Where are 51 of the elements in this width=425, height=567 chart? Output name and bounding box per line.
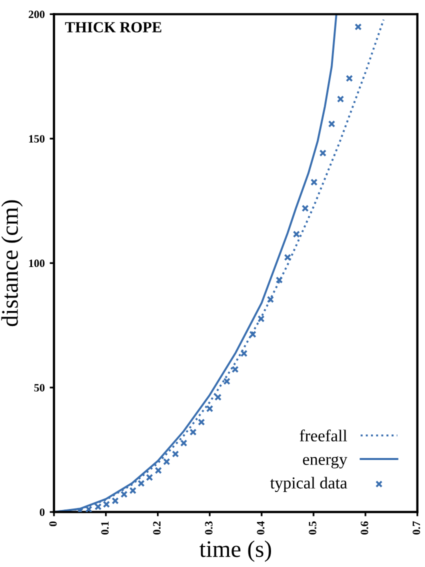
point [249,330,256,338]
legend-label: typical data [270,476,348,492]
point [129,487,136,494]
point [240,350,248,358]
point [258,315,265,322]
point [190,428,197,436]
point [346,74,353,82]
y-tick-label: 150 [29,135,45,143]
point [120,490,128,498]
point [163,458,170,466]
point [102,500,110,508]
point [206,405,214,412]
point [85,506,92,512]
x-tick-label: 0.1 [101,522,109,534]
point [266,296,274,304]
y-tick-label: 50 [34,384,45,392]
point [172,450,180,458]
point [214,394,222,401]
point [328,120,336,128]
x-axis-title: time (s) [200,540,272,562]
point [336,95,344,103]
point [310,178,318,186]
point [232,366,239,373]
x-tick-label: 0.6 [360,521,368,534]
point [292,230,300,238]
x-tick-label: 0.3 [204,521,213,534]
point [112,497,119,504]
point [284,254,292,261]
chart-title: THICK ROPE [65,22,162,32]
x-tick-label: 0.2 [153,522,161,534]
point [146,474,154,481]
y-tick-label: 200 [28,10,45,18]
point [302,204,309,212]
point [154,466,162,474]
x-tick-label: 0.4 [256,521,264,534]
x-tick-label: 0.7 [412,521,420,534]
point [223,378,230,385]
point [319,149,326,157]
point [354,23,362,30]
legend-label: energy [302,456,348,468]
point [180,439,188,447]
x-tick-label: 0.5 [308,521,316,534]
point [276,276,283,284]
y-axis-title: distance (cm) [1,200,23,326]
y-tick-label: 100 [29,260,45,268]
legend-label: freefall [300,430,348,442]
point [138,480,145,487]
y-tick-label: 0 [40,508,45,516]
x-tick-label: 0 [49,521,57,526]
point [198,418,205,426]
point [94,503,102,510]
